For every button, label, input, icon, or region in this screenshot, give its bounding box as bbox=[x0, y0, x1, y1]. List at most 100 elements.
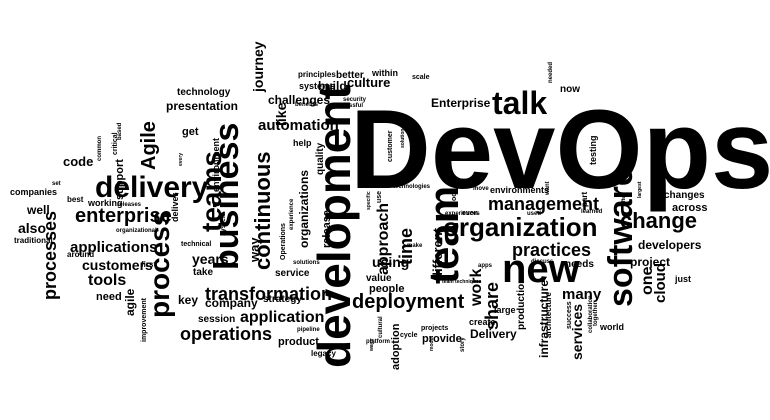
cloud-word-world: world bbox=[599, 322, 624, 332]
cloud-word-value: value bbox=[366, 273, 392, 284]
cloud-word-every: every bbox=[178, 153, 184, 166]
cloud-word-experience: experience bbox=[289, 198, 295, 230]
cloud-word-help: help bbox=[293, 138, 312, 148]
cloud-word-practices: practices bbox=[512, 240, 591, 260]
cloud-word-improvement: improvement bbox=[141, 297, 148, 342]
cloud-word-architecture: architecture bbox=[544, 292, 553, 338]
cloud-word-work: work bbox=[468, 269, 485, 307]
cloud-word-environment: environment bbox=[211, 138, 221, 192]
cloud-word-enterprise: enterprise bbox=[75, 205, 172, 227]
cloud-word-year: year bbox=[462, 182, 475, 188]
cloud-word-years: years bbox=[192, 251, 229, 267]
cloud-word-set: set bbox=[52, 181, 61, 187]
cloud-word-focus: focus bbox=[476, 137, 482, 154]
cloud-word-discuss: discuss bbox=[531, 259, 554, 265]
cloud-word-people: people bbox=[369, 283, 404, 295]
cloud-word-management: management bbox=[488, 194, 599, 214]
cloud-word-share: share bbox=[482, 282, 502, 330]
cloud-word-used: used bbox=[527, 211, 541, 217]
cloud-word-adoption: adoption bbox=[390, 323, 402, 370]
cloud-word-product: product bbox=[278, 336, 319, 348]
cloud-word-session: session bbox=[198, 314, 235, 325]
cloud-word-service: service bbox=[275, 268, 310, 279]
cloud-word-often: often bbox=[621, 193, 627, 205]
cloud-word-provide: provide bbox=[422, 333, 462, 345]
cloud-word-new: new bbox=[502, 247, 581, 291]
cloud-word-strategy: strategy bbox=[263, 294, 302, 305]
cloud-word-collaboration: collaboration bbox=[588, 295, 594, 333]
cloud-word-get: get bbox=[182, 126, 199, 138]
cloud-word-tools: tools bbox=[88, 272, 126, 289]
cloud-word-changes: changes bbox=[664, 190, 705, 201]
cloud-word-delivery: Delivery bbox=[470, 327, 517, 341]
cloud-word-want: want bbox=[545, 181, 551, 196]
cloud-word-platform: platform bbox=[366, 339, 390, 345]
cloud-word-team-techniques: team techniques bbox=[442, 279, 482, 285]
cloud-word-journey: journey bbox=[250, 41, 266, 93]
cloud-word-team: team bbox=[420, 186, 467, 284]
cloud-word-agile: Agile bbox=[138, 121, 160, 170]
cloud-word-operations: operations bbox=[180, 324, 272, 344]
cloud-word-large: large bbox=[494, 305, 516, 315]
cloud-word-testing: testing bbox=[588, 135, 598, 165]
cloud-word-even: even bbox=[462, 210, 478, 217]
cloud-word-take: take bbox=[193, 267, 213, 278]
cloud-word-infrastructure: infrastructure bbox=[537, 280, 551, 358]
cloud-word-create: create bbox=[469, 317, 496, 327]
cloud-word-services: services bbox=[569, 304, 585, 360]
cloud-word-automation: automation bbox=[258, 117, 339, 134]
cloud-word-application: application bbox=[240, 309, 324, 326]
cloud-word-continuous: continuous bbox=[250, 151, 275, 270]
cloud-word-need: need bbox=[96, 291, 122, 303]
cloud-word-processes: processes bbox=[40, 211, 60, 300]
cloud-word-companies: companies bbox=[10, 187, 57, 197]
cloud-word-first: first bbox=[141, 260, 156, 269]
cloud-word-around: around bbox=[67, 250, 94, 259]
cloud-word-enterprise: Enterprise bbox=[431, 96, 491, 110]
cloud-word-agile: agile bbox=[123, 288, 137, 316]
cloud-word-technologies: technologies bbox=[393, 184, 431, 190]
cloud-word-part: part bbox=[580, 192, 589, 207]
cloud-word-talk: talk bbox=[492, 85, 547, 121]
cloud-word-principles: principles bbox=[298, 70, 336, 79]
cloud-word-cultural: cultural bbox=[378, 316, 384, 338]
cloud-word-applications: applications bbox=[70, 239, 158, 256]
cloud-word-challenges: challenges bbox=[268, 93, 330, 107]
cloud-word-code: code bbox=[63, 154, 93, 169]
cloud-word-experiences: experiences bbox=[445, 211, 480, 217]
cloud-word-ways: ways bbox=[369, 339, 375, 352]
cloud-word-story: story bbox=[460, 337, 466, 352]
cloud-word-well: well bbox=[26, 203, 50, 217]
cloud-word-culture: culture bbox=[347, 75, 390, 90]
cloud-word-also: also bbox=[18, 220, 46, 236]
cloud-word-based: based bbox=[117, 122, 123, 140]
cloud-word-transformation: transformation bbox=[205, 284, 332, 304]
cloud-word-development: development bbox=[308, 84, 360, 368]
cloud-word-largest: largest bbox=[637, 181, 643, 198]
cloud-word-quality: quality bbox=[315, 142, 326, 175]
cloud-word-organizations: organizations bbox=[297, 170, 311, 248]
cloud-word-teams: teams bbox=[196, 151, 227, 232]
cloud-word-technical: technical bbox=[181, 241, 211, 248]
cloud-word-like: like bbox=[273, 102, 289, 126]
cloud-word-scale: scale bbox=[412, 74, 430, 81]
cloud-word-look: look bbox=[451, 189, 458, 203]
cloud-word-operations: Operations bbox=[280, 223, 287, 260]
cloud-word-projects: projects bbox=[421, 325, 448, 332]
cloud-word-business: business bbox=[208, 123, 246, 270]
cloud-word-solution: solution bbox=[400, 129, 406, 148]
cloud-word-environments: environments bbox=[490, 185, 549, 195]
cloud-word-systems: systems bbox=[299, 81, 335, 91]
cloud-word-company: company bbox=[205, 296, 258, 310]
cloud-word-approach: approach bbox=[375, 203, 392, 275]
cloud-word-different: different bbox=[430, 227, 445, 280]
cloud-word-use: use bbox=[376, 191, 383, 203]
cloud-word-key: key bbox=[178, 293, 198, 307]
cloud-word-critical: critical bbox=[112, 132, 119, 155]
cloud-word-cloud: cloud bbox=[652, 263, 669, 303]
cloud-word-release: release bbox=[321, 210, 333, 248]
cloud-word-needs: needs bbox=[565, 259, 594, 270]
